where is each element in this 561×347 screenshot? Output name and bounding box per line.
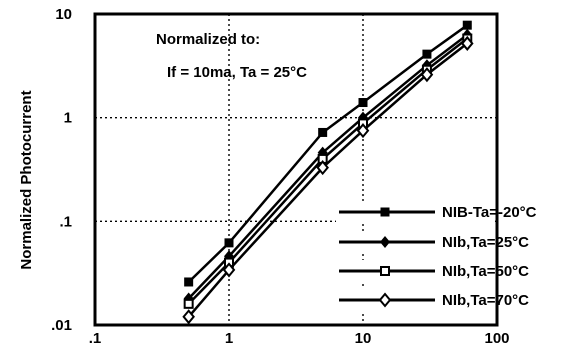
plot-frame xyxy=(93,12,499,327)
legend-marker xyxy=(378,292,392,308)
legend-label: NIb,Ta=70°C xyxy=(442,292,529,309)
y-tick-label: 1 xyxy=(64,110,72,127)
series-line-3 xyxy=(187,37,469,305)
data-point xyxy=(318,127,328,137)
x-tick-label: 1 xyxy=(225,330,233,347)
series-line-1 xyxy=(187,24,469,283)
data-point xyxy=(356,123,370,139)
data-point xyxy=(183,298,194,309)
y-axis-label: Normalized Photocurrent xyxy=(18,90,35,269)
data-point xyxy=(316,160,329,176)
legend-marker xyxy=(380,236,390,248)
y-tick-label: 10 xyxy=(55,6,72,23)
data-point xyxy=(224,238,234,248)
data-point xyxy=(222,262,236,278)
y-tick-label: .1 xyxy=(59,213,72,230)
annotation-title: Normalized to: xyxy=(156,31,260,48)
legend-marker xyxy=(380,266,390,276)
data-point xyxy=(462,20,472,30)
data-point xyxy=(182,309,195,325)
legend-label: NIb,Ta=25°C xyxy=(442,234,529,251)
data-point xyxy=(422,49,432,59)
data-point xyxy=(358,98,368,108)
legend-marker xyxy=(380,207,390,217)
data-point xyxy=(184,277,194,287)
x-tick-label: 10 xyxy=(355,330,372,347)
x-tick-label: .1 xyxy=(89,330,102,347)
legend-label: NIb,Ta=50°C xyxy=(442,263,529,280)
series-line-4 xyxy=(187,42,469,318)
axis-ticks: .1 1 10 100 .01 .1 1 10 xyxy=(51,6,509,347)
series-lines xyxy=(182,20,474,325)
x-tick-label: 100 xyxy=(484,330,509,347)
annotation-conditions: If = 10ma, Ta = 25°C xyxy=(167,64,307,81)
data-point xyxy=(460,35,474,52)
data-point xyxy=(420,67,434,83)
legend-label: NIB-Ta=-20°C xyxy=(442,204,537,221)
legend: NIB-Ta=-20°C NIb,Ta=25°C NIb,Ta=50°C NIb,Ta… xyxy=(336,201,537,311)
y-tick-label: .01 xyxy=(51,317,72,334)
series-line-2 xyxy=(187,33,469,300)
